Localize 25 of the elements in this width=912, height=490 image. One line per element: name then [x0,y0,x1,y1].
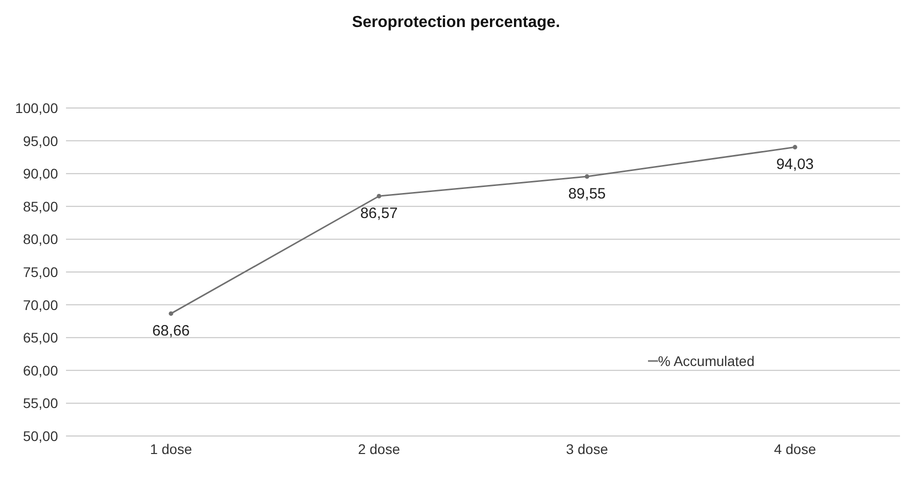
y-tick-label: 50,00 [22,428,58,444]
point [792,144,798,150]
x-tick-label: 2 dose [358,440,400,457]
point [168,311,174,316]
y-tick-label: 95,00 [22,132,58,149]
data-label: 94,03 [776,156,814,174]
data-label: 89,55 [568,186,606,203]
y-tick-label: 75,00 [22,264,58,280]
y-tick-label: 80,00 [22,231,58,248]
chart-title: Seroprotection percentage. [350,14,562,32]
x-tick-label: 3 dose [566,440,608,457]
point [376,194,382,198]
x-tick-label: 4 dose [774,440,816,457]
y-tick-label: 60,00 [22,362,58,378]
y-tick-label: 55,00 [22,395,58,412]
data-label: 68,66 [152,322,190,340]
y-tick-label: 100,00 [15,100,58,116]
y-tick-label: 65,00 [22,330,58,346]
point [584,174,590,179]
y-tick-label: 85,00 [22,198,58,214]
data-label: 86,57 [360,205,398,222]
y-tick-label: 70,00 [22,296,58,313]
y-tick-label: 90,00 [22,166,58,182]
x-tick-label: 1 dose [150,440,192,457]
legend-label: % Accumulated [658,353,754,369]
